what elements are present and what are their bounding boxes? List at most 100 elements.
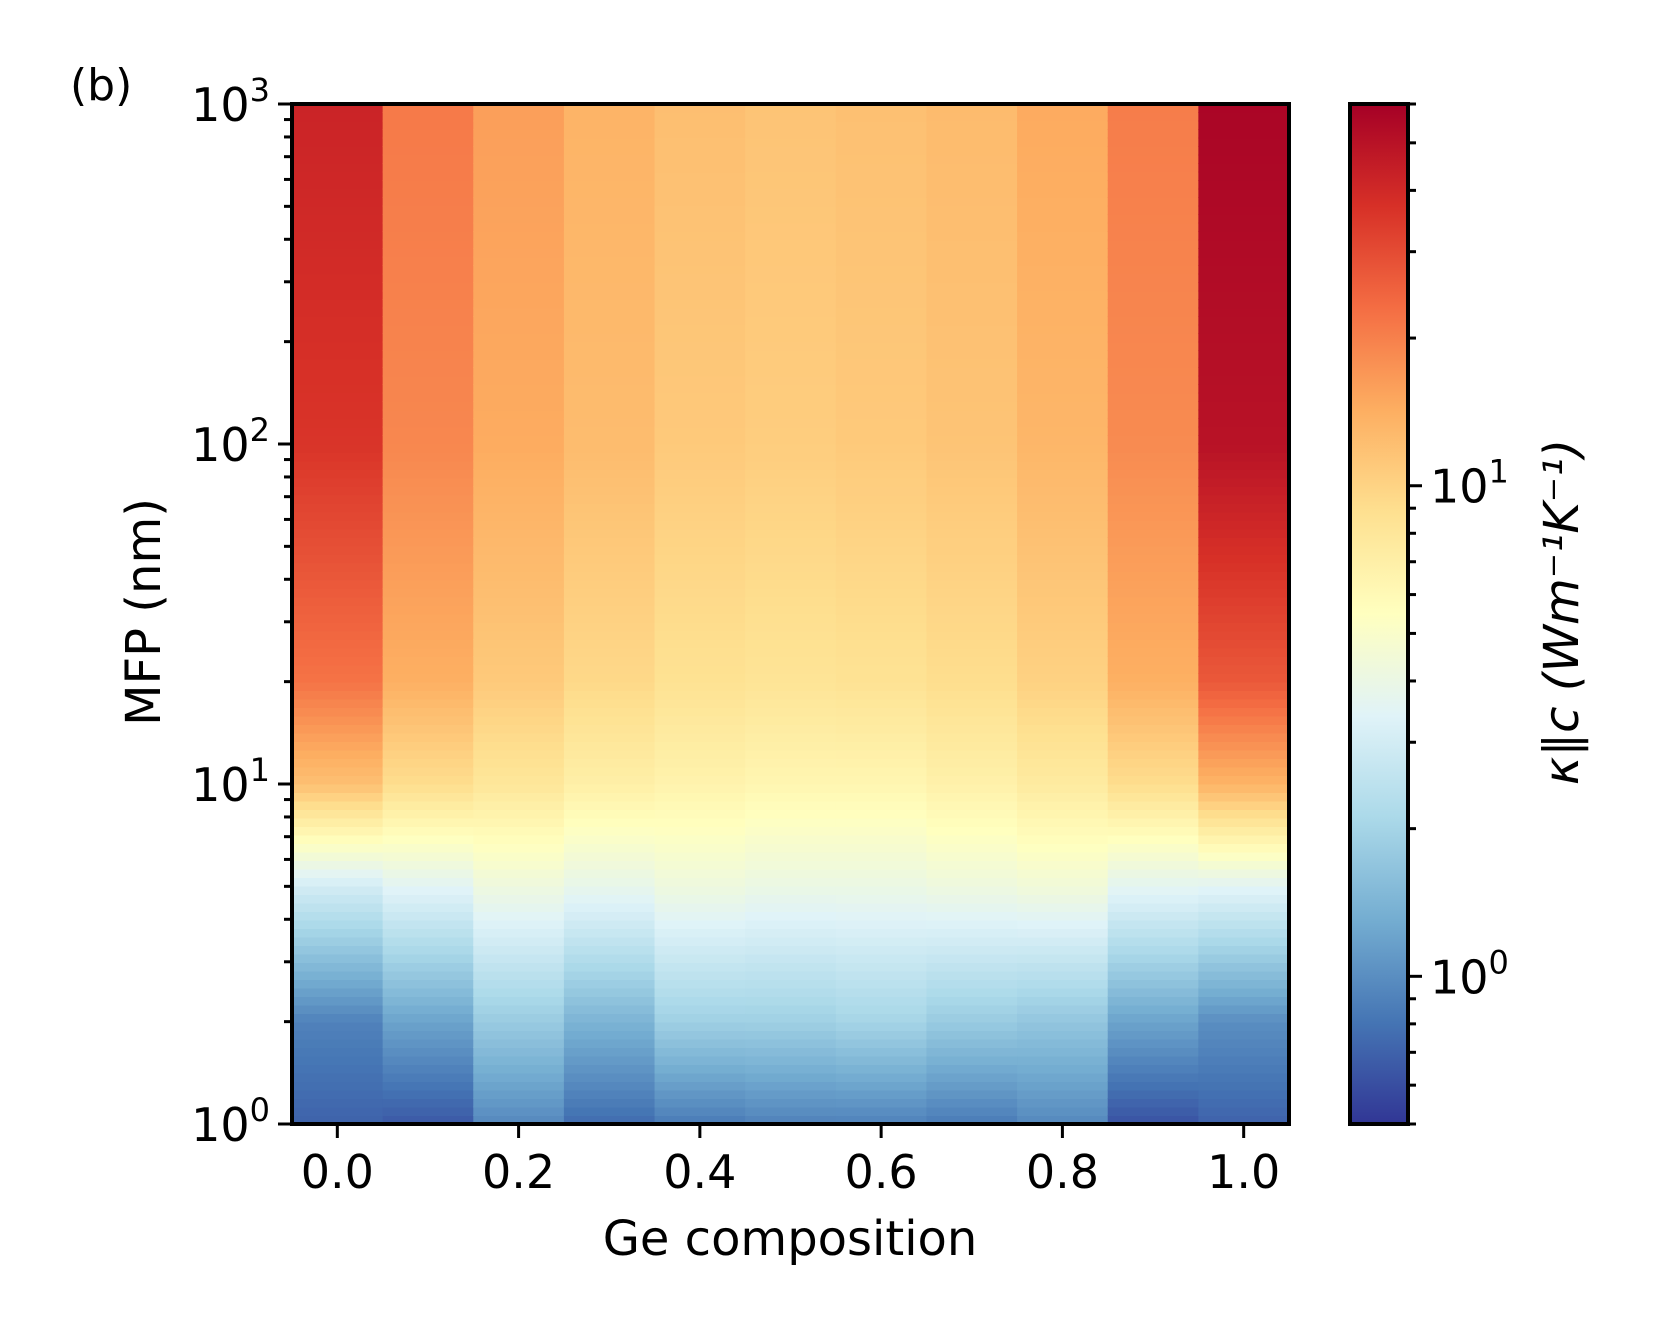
heatmap-cell <box>745 1030 837 1040</box>
heatmap-cell <box>654 766 746 776</box>
heatmap-cell <box>473 494 565 504</box>
heatmap-cell <box>1198 146 1289 156</box>
heatmap-cell <box>1107 834 1199 844</box>
heatmap-cell <box>382 1021 474 1031</box>
heatmap-cell <box>292 800 384 810</box>
heatmap-cell <box>835 1089 928 1099</box>
heatmap-cell <box>745 1081 837 1091</box>
heatmap-cell <box>473 112 565 122</box>
heatmap-cell <box>1017 758 1109 768</box>
heatmap-cell <box>1017 494 1109 504</box>
heatmap-cell <box>382 358 474 368</box>
heatmap-cell <box>292 843 384 853</box>
heatmap-cell <box>1107 554 1199 564</box>
heatmap-cell <box>382 792 474 802</box>
heatmap-cell <box>382 690 474 700</box>
heatmap-cell <box>473 1047 565 1057</box>
heatmap-cell <box>654 426 746 436</box>
heatmap-cell <box>1107 851 1199 861</box>
heatmap-cell <box>835 120 928 130</box>
heatmap-cell <box>835 724 928 734</box>
heatmap-cell <box>1198 367 1289 377</box>
heatmap-cell <box>1017 401 1109 411</box>
heatmap-cell <box>745 324 837 334</box>
heatmap-cell <box>473 146 565 156</box>
heatmap-cell <box>1107 783 1199 793</box>
heatmap-cell <box>654 120 746 130</box>
heatmap-cell <box>292 562 384 572</box>
heatmap-cell <box>473 868 565 878</box>
heatmap-cell <box>473 970 565 980</box>
heatmap-cell <box>654 596 746 606</box>
heatmap-cell <box>1198 120 1289 130</box>
y-axis: 100 101 102 103 <box>191 71 292 1152</box>
heatmap-cell <box>1107 639 1199 649</box>
heatmap-cell <box>654 1115 746 1124</box>
heatmap-cell <box>1198 681 1289 691</box>
heatmap-cell <box>835 163 928 173</box>
heatmap-cell <box>382 375 474 385</box>
heatmap-cell <box>563 1098 656 1108</box>
heatmap-cell <box>654 188 746 198</box>
heatmap-cell <box>1017 367 1109 377</box>
heatmap-cell <box>1017 460 1109 470</box>
heatmap-cell <box>1107 1030 1199 1040</box>
heatmap-cell <box>926 936 1018 946</box>
heatmap-cell <box>1017 1004 1109 1014</box>
heatmap-cell <box>835 358 928 368</box>
heatmap-cell <box>563 452 656 462</box>
heatmap-cell <box>926 1072 1018 1082</box>
heatmap-cell <box>835 613 928 623</box>
heatmap-cell <box>1198 341 1289 351</box>
heatmap-cell <box>1017 664 1109 674</box>
heatmap-cell <box>473 358 565 368</box>
heatmap-cell <box>292 171 384 181</box>
heatmap-cell <box>1107 163 1199 173</box>
heatmap-cell <box>292 316 384 326</box>
heatmap-cell <box>563 758 656 768</box>
heatmap-cell <box>926 460 1018 470</box>
heatmap-cell <box>292 486 384 496</box>
heatmap-cell <box>1198 239 1289 249</box>
heatmap-cell <box>745 962 837 972</box>
heatmap-cell <box>654 520 746 530</box>
heatmap-cell <box>563 375 656 385</box>
heatmap-cell <box>563 851 656 861</box>
heatmap-cell <box>563 630 656 640</box>
heatmap-cell <box>1198 758 1289 768</box>
heatmap-cell <box>926 911 1018 921</box>
heatmap-cell <box>1198 579 1289 589</box>
heatmap-cell <box>1107 860 1199 870</box>
heatmap-cell <box>835 868 928 878</box>
heatmap-cell <box>654 1030 746 1040</box>
heatmap-cell <box>1198 877 1289 887</box>
heatmap-cell <box>1017 384 1109 394</box>
heatmap-cell <box>745 528 837 538</box>
heatmap-cell <box>563 834 656 844</box>
heatmap-cell <box>926 894 1018 904</box>
heatmap-cell <box>292 554 384 564</box>
heatmap-cell <box>1017 120 1109 130</box>
heatmap-cell <box>654 435 746 445</box>
heatmap-cell <box>745 724 837 734</box>
heatmap-cell <box>473 851 565 861</box>
heatmap-cell <box>835 503 928 513</box>
heatmap-cell <box>563 647 656 657</box>
heatmap-cell <box>382 885 474 895</box>
heatmap-cell <box>473 214 565 224</box>
heatmap-cell <box>1107 282 1199 292</box>
heatmap-cell <box>382 333 474 343</box>
heatmap-cell <box>745 333 837 343</box>
heatmap-cell <box>473 596 565 606</box>
heatmap-cell <box>292 188 384 198</box>
heatmap-cell <box>654 112 746 122</box>
heatmap-cell <box>1017 316 1109 326</box>
heatmap-cell <box>654 324 746 334</box>
heatmap-cell <box>1017 970 1109 980</box>
heatmap-cell <box>1198 494 1289 504</box>
heatmap-cell <box>654 214 746 224</box>
heatmap-cell <box>292 1013 384 1023</box>
heatmap-cell <box>473 460 565 470</box>
heatmap-cell <box>745 120 837 130</box>
heatmap-cell <box>292 477 384 487</box>
